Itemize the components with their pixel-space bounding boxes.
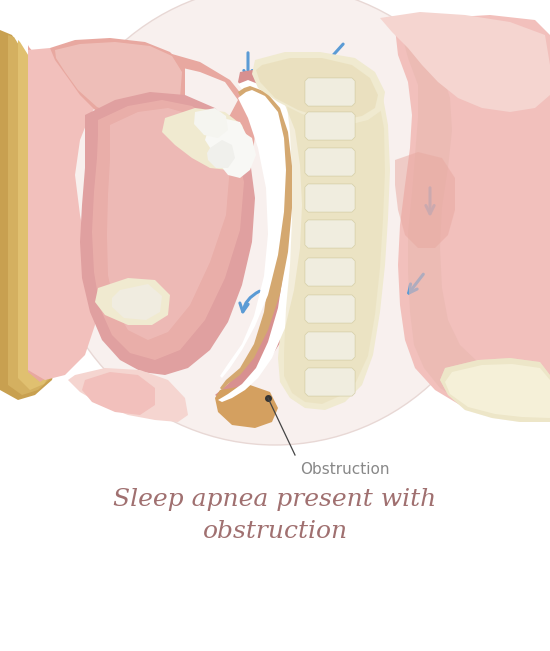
Polygon shape: [305, 368, 355, 396]
Polygon shape: [215, 385, 278, 428]
Polygon shape: [28, 45, 66, 382]
Polygon shape: [107, 108, 230, 340]
Polygon shape: [218, 80, 302, 402]
Polygon shape: [305, 295, 355, 323]
Polygon shape: [55, 42, 182, 122]
Text: Obstruction: Obstruction: [300, 462, 389, 477]
Polygon shape: [305, 220, 355, 248]
Polygon shape: [305, 258, 355, 286]
Polygon shape: [305, 78, 355, 106]
Polygon shape: [305, 258, 355, 286]
Polygon shape: [305, 184, 355, 212]
Polygon shape: [252, 52, 385, 125]
Polygon shape: [305, 368, 355, 396]
Polygon shape: [18, 40, 63, 390]
Text: Sleep apnea present with: Sleep apnea present with: [113, 488, 437, 511]
Polygon shape: [112, 284, 162, 320]
Polygon shape: [100, 48, 255, 180]
Polygon shape: [162, 108, 248, 170]
Polygon shape: [305, 332, 355, 360]
Polygon shape: [402, 35, 550, 418]
Polygon shape: [207, 140, 235, 168]
Polygon shape: [440, 358, 550, 422]
Text: obstruction: obstruction: [202, 520, 348, 543]
Polygon shape: [445, 364, 550, 418]
Polygon shape: [80, 92, 255, 375]
Polygon shape: [218, 130, 256, 178]
Polygon shape: [305, 112, 355, 140]
Polygon shape: [305, 184, 355, 212]
Polygon shape: [220, 90, 286, 378]
Polygon shape: [220, 86, 292, 390]
Polygon shape: [82, 372, 155, 415]
Polygon shape: [278, 60, 390, 410]
Polygon shape: [380, 12, 550, 112]
Polygon shape: [305, 295, 355, 323]
Polygon shape: [305, 112, 355, 140]
Circle shape: [45, 0, 505, 445]
Polygon shape: [28, 48, 105, 380]
Polygon shape: [395, 152, 455, 248]
Polygon shape: [92, 100, 244, 360]
Polygon shape: [305, 78, 355, 106]
Polygon shape: [305, 148, 355, 176]
Polygon shape: [256, 58, 378, 120]
Polygon shape: [305, 332, 355, 360]
Polygon shape: [284, 65, 385, 404]
Polygon shape: [395, 15, 550, 420]
Polygon shape: [215, 68, 315, 398]
Polygon shape: [305, 220, 355, 248]
Polygon shape: [194, 108, 228, 138]
Polygon shape: [50, 38, 185, 128]
Polygon shape: [440, 358, 550, 422]
Polygon shape: [68, 368, 188, 422]
Polygon shape: [305, 148, 355, 176]
Polygon shape: [8, 35, 64, 395]
Polygon shape: [205, 118, 248, 160]
Polygon shape: [95, 278, 170, 325]
Polygon shape: [0, 30, 65, 400]
